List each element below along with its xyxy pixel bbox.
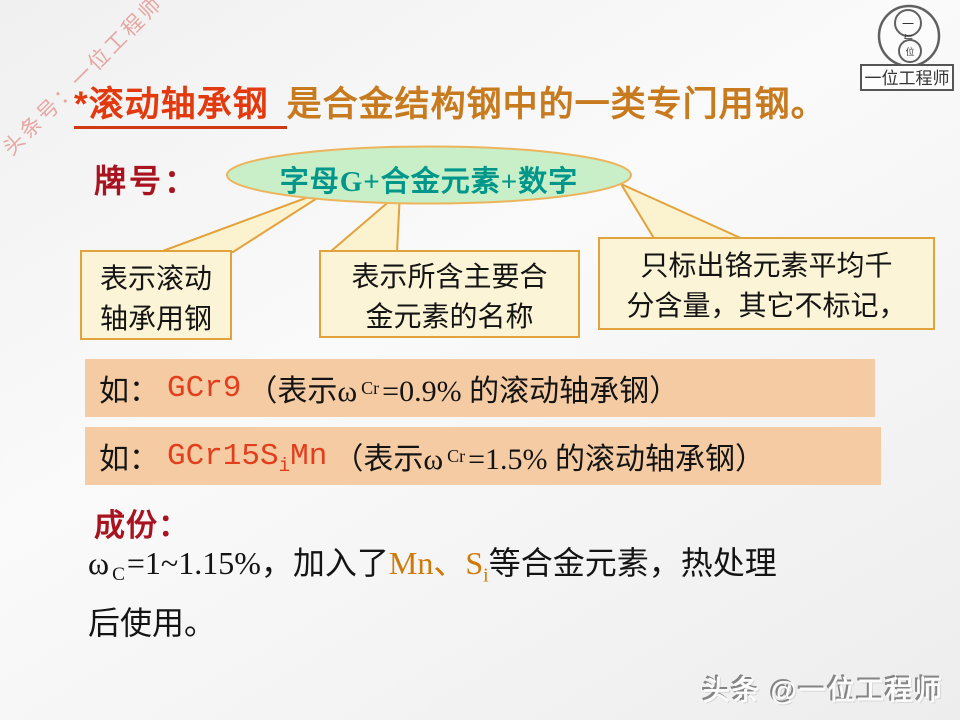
omega-subscript: Cr bbox=[447, 445, 466, 466]
omega-subscript: Cr bbox=[361, 377, 380, 398]
callout-line: 表示所含主要合 bbox=[351, 262, 548, 293]
composition-text: ω C=1~1.15%，加入了Mn、Si等合金元素，热处理 后使用。 bbox=[88, 539, 900, 647]
callout-box-g-letter: 表示滚动 轴承用钢 bbox=[80, 250, 232, 340]
logo-top-char: 一 bbox=[902, 17, 914, 31]
example-prefix: 如： bbox=[99, 443, 159, 476]
formula-text: 字母G+合金元素+数字 bbox=[279, 166, 579, 198]
logo-head-circle bbox=[894, 9, 922, 37]
alloy-elements: Mn、Si bbox=[388, 545, 489, 587]
callout-line: 分含量，其它不标记， bbox=[626, 291, 907, 322]
example-bar-gcr9: 如： GCr9 （表示ω Cr =0.9% 的滚动轴承钢） bbox=[85, 359, 875, 417]
example-bar-gcr15simn: 如： GCr15SiMn （表示ω Cr =1.5% 的滚动轴承钢） bbox=[85, 427, 881, 485]
callout-wedge-right bbox=[618, 181, 746, 241]
logo-badge-label: 一位工程师 bbox=[865, 69, 950, 88]
composition-seg1: =1~1.15%，加入了 bbox=[126, 545, 389, 581]
example-mid: （表示ω bbox=[333, 443, 444, 476]
title-highlight: *滚动轴承钢 bbox=[74, 85, 287, 129]
logo-bottom-char: 位 bbox=[905, 46, 914, 57]
callout-line: 轴承用钢 bbox=[99, 304, 212, 335]
bottom-watermark: 头条 @一位工程师 bbox=[703, 676, 944, 706]
example-mid: （表示ω bbox=[247, 375, 358, 408]
logo-badge-frame bbox=[860, 64, 954, 91]
steel-grade-code: GCr15SiMn bbox=[167, 438, 328, 477]
callout-box-alloy-element: 表示所含主要合 金元素的名称 bbox=[319, 250, 580, 338]
example-prefix: 如： bbox=[99, 375, 159, 408]
carbon-subscript: C bbox=[112, 564, 125, 585]
engineer-logo: 一 与 位 一位工程师 bbox=[860, 4, 954, 91]
example-tail: =0.9% 的滚动轴承钢） bbox=[382, 375, 680, 408]
logo-body-circle bbox=[898, 39, 922, 63]
brand-label: 牌号： bbox=[94, 163, 200, 199]
callout-box-number: 只标出铬元素平均千 分含量，其它不标记， bbox=[598, 237, 935, 330]
callout-line: 只标出铬元素平均千 bbox=[640, 251, 893, 282]
callout-line: 金元素的名称 bbox=[365, 302, 534, 333]
omega-symbol: ω bbox=[88, 545, 110, 581]
composition-line-1: ω C=1~1.15%，加入了Mn、Si等合金元素，热处理 bbox=[88, 539, 900, 599]
slide-title: *滚动轴承钢 是合金结构钢中的一类专门用钢。 bbox=[74, 76, 827, 129]
callout-line: 表示滚动 bbox=[99, 264, 212, 295]
composition-seg2: 等合金元素，热处理 bbox=[488, 545, 777, 581]
title-rest: 是合金结构钢中的一类专门用钢。 bbox=[286, 85, 827, 124]
example-tail: =1.5% 的滚动轴承钢） bbox=[468, 443, 766, 476]
formula-ellipse bbox=[226, 145, 632, 205]
composition-label: 成份： bbox=[94, 508, 190, 543]
steel-grade-code: GCr9 bbox=[167, 370, 242, 406]
composition-line-2: 后使用。 bbox=[88, 605, 217, 641]
